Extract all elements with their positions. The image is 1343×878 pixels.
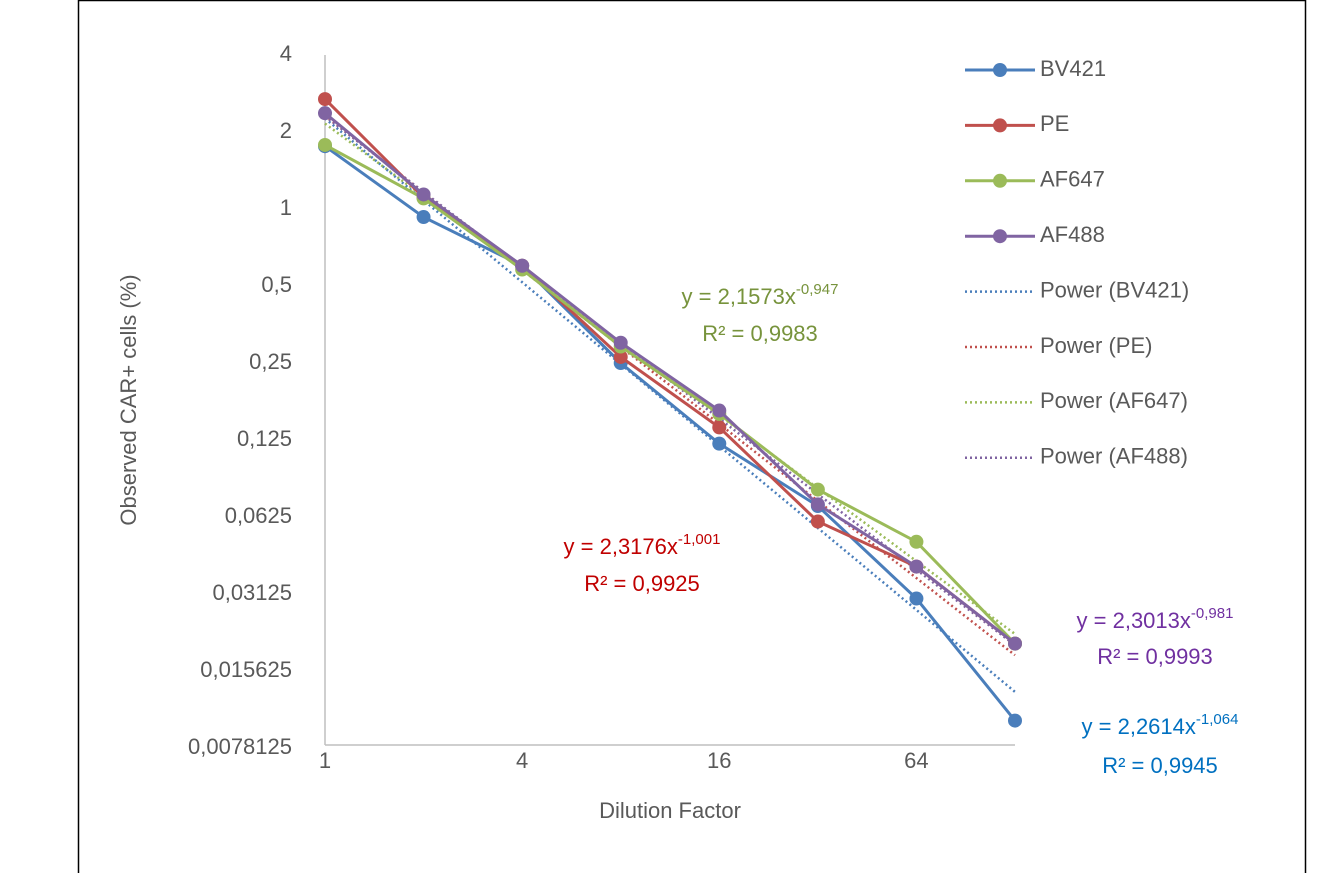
data-point xyxy=(810,497,825,512)
data-point xyxy=(1008,713,1022,728)
data-point xyxy=(909,534,924,549)
chart-frame xyxy=(77,0,1307,873)
x-tick-label: 64 xyxy=(904,748,928,773)
data-point xyxy=(1008,636,1022,651)
y-tick-label: 0,015625 xyxy=(200,657,292,682)
x-tick-label: 4 xyxy=(516,748,528,773)
trend-equation: y = 2,3176x-1,001 xyxy=(564,531,721,559)
legend-label: Power (AF647) xyxy=(1040,388,1188,413)
series-line xyxy=(324,143,1017,645)
legend-marker xyxy=(993,229,1007,244)
y-tick-label: 0,0625 xyxy=(225,503,292,528)
trend-r2: R² = 0,9993 xyxy=(1097,644,1213,669)
data-point xyxy=(712,420,727,435)
data-point xyxy=(613,335,628,350)
x-tick-label: 16 xyxy=(707,748,731,773)
data-point xyxy=(712,436,727,451)
data-point xyxy=(318,106,332,121)
y-tick-label: 2 xyxy=(280,118,292,143)
series-line xyxy=(324,111,1016,645)
trend-equation: y = 2,1573x-0,947 xyxy=(682,281,839,309)
data-point xyxy=(909,591,924,606)
series-line xyxy=(324,144,1017,722)
trend-equation: y = 2,3013x-0,981 xyxy=(1077,605,1234,633)
y-tick-label: 1 xyxy=(280,195,292,220)
equation-text: y = 2,3176x xyxy=(564,534,678,559)
y-tick-label: 0,25 xyxy=(249,349,292,374)
y-tick-label: 0,0078125 xyxy=(188,734,292,759)
trend-equation: y = 2,2614x-1,064 xyxy=(1082,711,1239,739)
trend-r2: R² = 0,9925 xyxy=(584,571,700,596)
legend-label: Power (BV421) xyxy=(1040,277,1189,302)
y-tick-label: 4 xyxy=(280,41,292,66)
y-tick-label: 0,03125 xyxy=(212,580,292,605)
equation-text: y = 2,1573x xyxy=(682,284,796,309)
data-point xyxy=(416,210,431,225)
data-point xyxy=(810,482,825,497)
y-tick-label: 0,125 xyxy=(237,426,292,451)
trend-r2: R² = 0,9983 xyxy=(702,321,818,346)
data-point xyxy=(909,559,924,574)
legend-label: AF488 xyxy=(1040,222,1105,247)
legend-marker xyxy=(993,118,1007,133)
legend-label: PE xyxy=(1040,111,1069,136)
trend-r2: R² = 0,9945 xyxy=(1102,753,1218,778)
equation-exponent: -1,001 xyxy=(678,531,721,548)
y-tick-label: 0,5 xyxy=(261,272,292,297)
data-point xyxy=(318,137,332,152)
legend-marker xyxy=(993,63,1007,77)
x-axis-title: Dilution Factor xyxy=(599,798,741,823)
equation-text: y = 2,3013x xyxy=(1077,608,1191,633)
legend-marker xyxy=(993,173,1007,188)
legend-label: AF647 xyxy=(1040,167,1105,192)
equation-text: y = 2,2614x xyxy=(1082,714,1196,739)
data-point xyxy=(416,187,431,202)
data-point xyxy=(515,258,530,273)
data-point xyxy=(318,92,332,107)
legend-label: Power (AF488) xyxy=(1040,444,1188,469)
x-tick-label: 1 xyxy=(319,748,331,773)
data-point xyxy=(613,349,628,364)
equation-exponent: -0,947 xyxy=(796,281,839,298)
equation-exponent: -0,981 xyxy=(1191,605,1234,622)
legend-label: BV421 xyxy=(1040,56,1106,81)
trend-line xyxy=(324,122,1016,636)
legend-label: Power (PE) xyxy=(1040,333,1152,358)
data-point xyxy=(810,514,825,529)
equation-exponent: -1,064 xyxy=(1196,711,1239,728)
y-axis-title: Observed CAR+ cells (%) xyxy=(116,274,141,525)
data-point xyxy=(712,403,727,418)
